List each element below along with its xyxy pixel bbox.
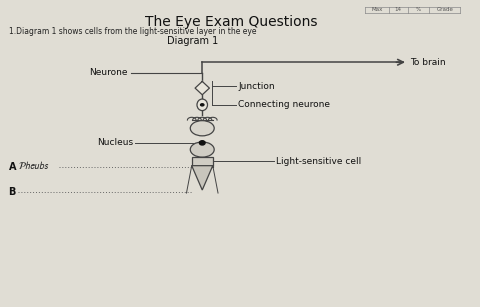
Text: Grade: Grade xyxy=(435,7,453,12)
Text: The Eye Exam Questions: The Eye Exam Questions xyxy=(144,15,316,29)
Text: To brain: To brain xyxy=(409,58,445,67)
Text: Diagram 1: Diagram 1 xyxy=(167,36,218,46)
Text: Connecting neurone: Connecting neurone xyxy=(238,100,329,109)
Text: Max: Max xyxy=(371,7,382,12)
Text: Nucleus: Nucleus xyxy=(96,138,132,147)
Polygon shape xyxy=(195,81,209,95)
Text: 1.Diagram 1 shows cells from the light-sensitive layer in the eye: 1.Diagram 1 shows cells from the light-s… xyxy=(9,27,255,36)
Text: A: A xyxy=(9,162,16,172)
Text: %: % xyxy=(415,7,420,12)
Ellipse shape xyxy=(190,121,214,136)
Text: Neurone: Neurone xyxy=(89,68,128,77)
Text: $\mathcal{Pheubs}$: $\mathcal{Pheubs}$ xyxy=(18,161,49,172)
Ellipse shape xyxy=(197,99,207,111)
Text: Light-sensitive cell: Light-sensitive cell xyxy=(276,157,361,166)
Polygon shape xyxy=(192,166,212,190)
Ellipse shape xyxy=(190,142,214,157)
Ellipse shape xyxy=(200,104,204,106)
Text: 14: 14 xyxy=(394,7,401,12)
Text: Junction: Junction xyxy=(238,82,274,91)
Text: B: B xyxy=(9,187,16,196)
Polygon shape xyxy=(192,157,212,166)
Ellipse shape xyxy=(199,141,204,145)
